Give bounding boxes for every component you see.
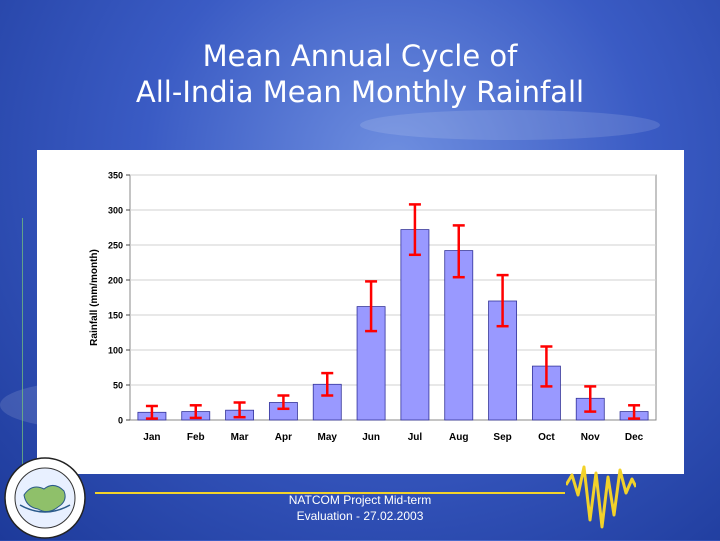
x-tick-label: May: [318, 432, 338, 443]
x-tick-label: Nov: [581, 432, 600, 443]
y-tick-label: 50: [113, 381, 123, 391]
x-tick-label: Apr: [275, 432, 292, 443]
background-highlight: [360, 110, 660, 140]
x-tick-label: Aug: [449, 432, 468, 443]
x-tick-label: Feb: [187, 432, 205, 443]
slide-title: Mean Annual Cycle of All-India Mean Mont…: [0, 38, 720, 110]
y-tick-label: 150: [108, 311, 123, 321]
bar: [400, 229, 430, 421]
y-tick-label: 350: [108, 171, 123, 181]
x-tick-label: Jan: [143, 432, 160, 443]
y-tick-label: 300: [108, 206, 123, 216]
x-tick-label: Jul: [408, 432, 423, 443]
x-tick-label: Oct: [538, 432, 555, 443]
plot-area: [129, 174, 657, 421]
bar: [444, 250, 474, 421]
logo-emblem-icon: [4, 457, 86, 539]
waveform-icon: [566, 465, 636, 529]
slide-title-line-2: All-India Mean Monthly Rainfall: [135, 75, 585, 109]
x-tick-label: Dec: [625, 432, 644, 443]
x-tick-label: Mar: [231, 432, 249, 443]
y-tick-label: 100: [108, 346, 123, 356]
chart-panel: 0 50 100 150 200 250 300 350 Rainfall (mm/month)…: [37, 150, 684, 474]
rainfall-bar-chart: 0 50 100 150 200 250 300 350 Rainfall (mm/month)…: [89, 171, 657, 443]
x-tick-label: Jun: [362, 432, 380, 443]
y-tick-label: 200: [108, 276, 123, 286]
y-tick-label: 250: [108, 241, 123, 251]
footer-line-2: Evaluation - 27.02.2003: [296, 509, 424, 523]
x-tick-label: Sep: [493, 432, 511, 443]
footer-divider: [95, 492, 565, 494]
slide-title-line-1: Mean Annual Cycle of: [202, 39, 518, 73]
decorative-side-line: [22, 218, 23, 468]
slide-footer: NATCOM Project Mid-term Evaluation - 27.…: [250, 492, 470, 524]
y-axis-label: Rainfall (mm/month): [89, 249, 100, 346]
footer-line-1: NATCOM Project Mid-term: [288, 493, 432, 507]
y-tick-label: 0: [118, 416, 123, 426]
